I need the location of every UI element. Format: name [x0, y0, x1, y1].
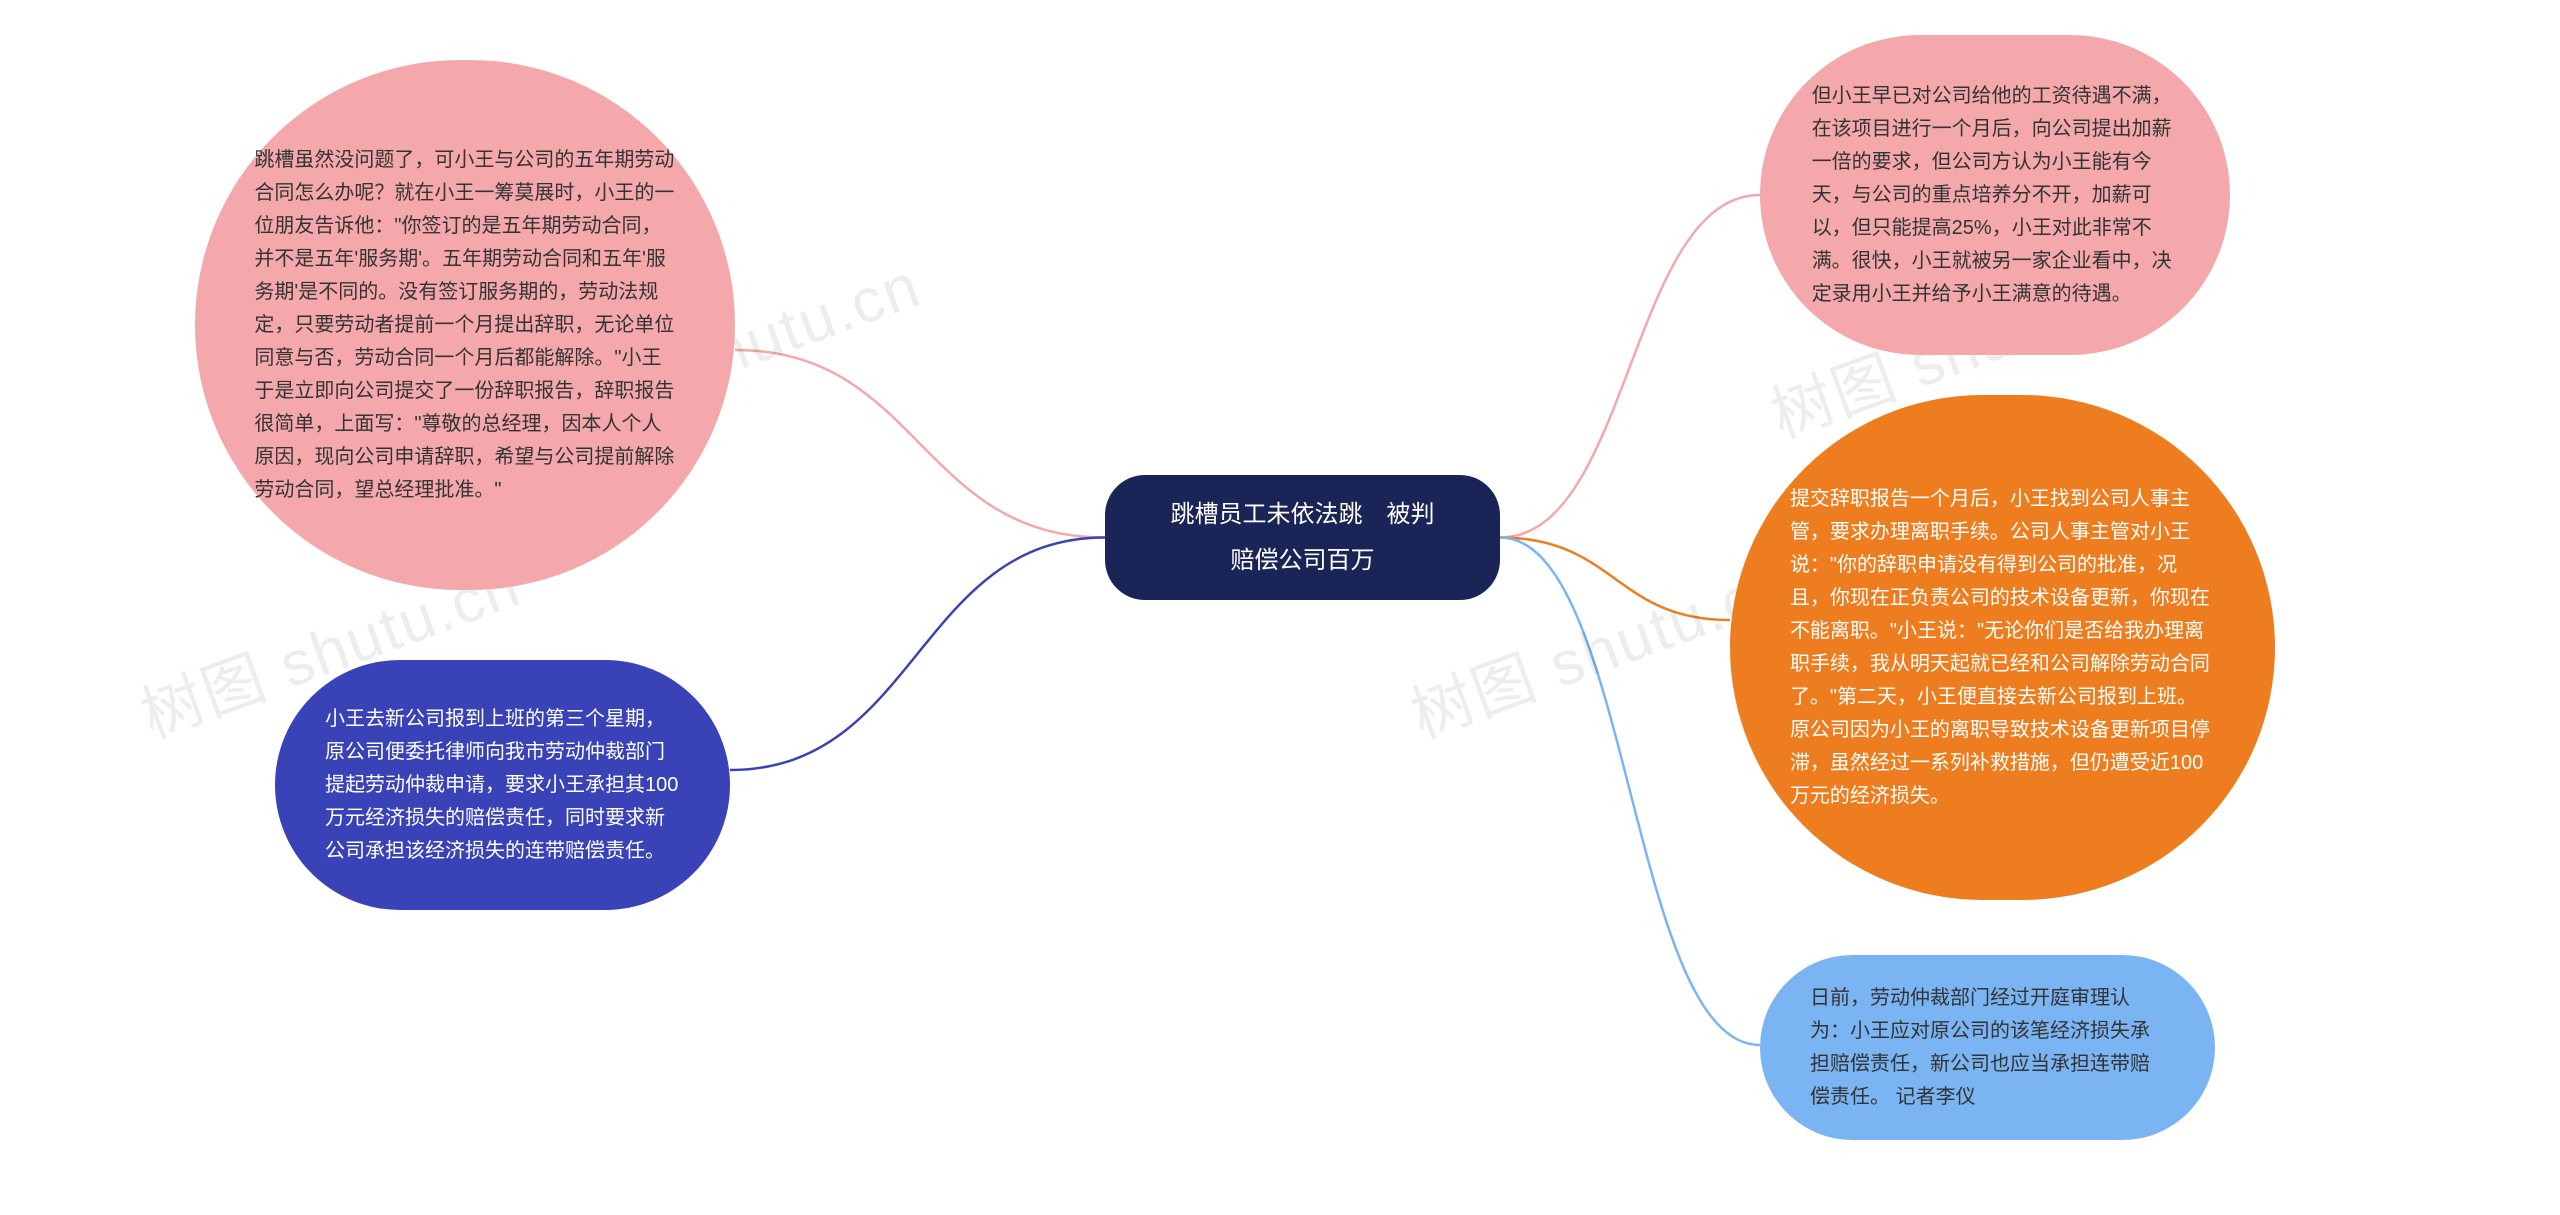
- connector-top-left: [735, 350, 1105, 538]
- branch-node-top-left[interactable]: 跳槽虽然没问题了，可小王与公司的五年期劳动合同怎么办呢？就在小王一筹莫展时，小王…: [195, 60, 735, 590]
- center-node-label: 跳槽员工未依法跳 被判 赔偿公司百万: [1171, 492, 1435, 583]
- branch-node-bottom-left[interactable]: 小王去新公司报到上班的第三个星期，原公司便委托律师向我市劳动仲裁部门提起劳动仲裁…: [275, 660, 730, 910]
- branch-node-text: 日前，劳动仲裁部门经过开庭审理认为：小王应对原公司的该笔经济损失承担赔偿责任，新…: [1810, 982, 2165, 1114]
- center-node[interactable]: 跳槽员工未依法跳 被判 赔偿公司百万: [1105, 475, 1500, 600]
- branch-node-top-right[interactable]: 但小王早已对公司给他的工资待遇不满，在该项目进行一个月后，向公司提出加薪一倍的要…: [1760, 35, 2230, 355]
- branch-node-mid-right[interactable]: 提交辞职报告一个月后，小王找到公司人事主管，要求办理离职手续。公司人事主管对小王…: [1730, 395, 2275, 900]
- branch-node-text: 提交辞职报告一个月后，小王找到公司人事主管，要求办理离职手续。公司人事主管对小王…: [1790, 483, 2215, 813]
- branch-node-bottom-right[interactable]: 日前，劳动仲裁部门经过开庭审理认为：小王应对原公司的该笔经济损失承担赔偿责任，新…: [1760, 955, 2215, 1140]
- mindmap-canvas: 树图 shutu.cn树图 shutu.cn树图 shutu.cn树图 shut…: [0, 0, 2560, 1215]
- connector-bottom-left: [730, 538, 1105, 771]
- branch-node-text: 小王去新公司报到上班的第三个星期，原公司便委托律师向我市劳动仲裁部门提起劳动仲裁…: [325, 703, 680, 868]
- connector-top-right: [1500, 195, 1760, 538]
- branch-node-text: 但小王早已对公司给他的工资待遇不满，在该项目进行一个月后，向公司提出加薪一倍的要…: [1812, 80, 2179, 311]
- connector-bottom-right: [1500, 538, 1760, 1046]
- branch-node-text: 跳槽虽然没问题了，可小王与公司的五年期劳动合同怎么办呢？就在小王一筹莫展时，小王…: [254, 144, 675, 507]
- connector-mid-right: [1500, 538, 1730, 621]
